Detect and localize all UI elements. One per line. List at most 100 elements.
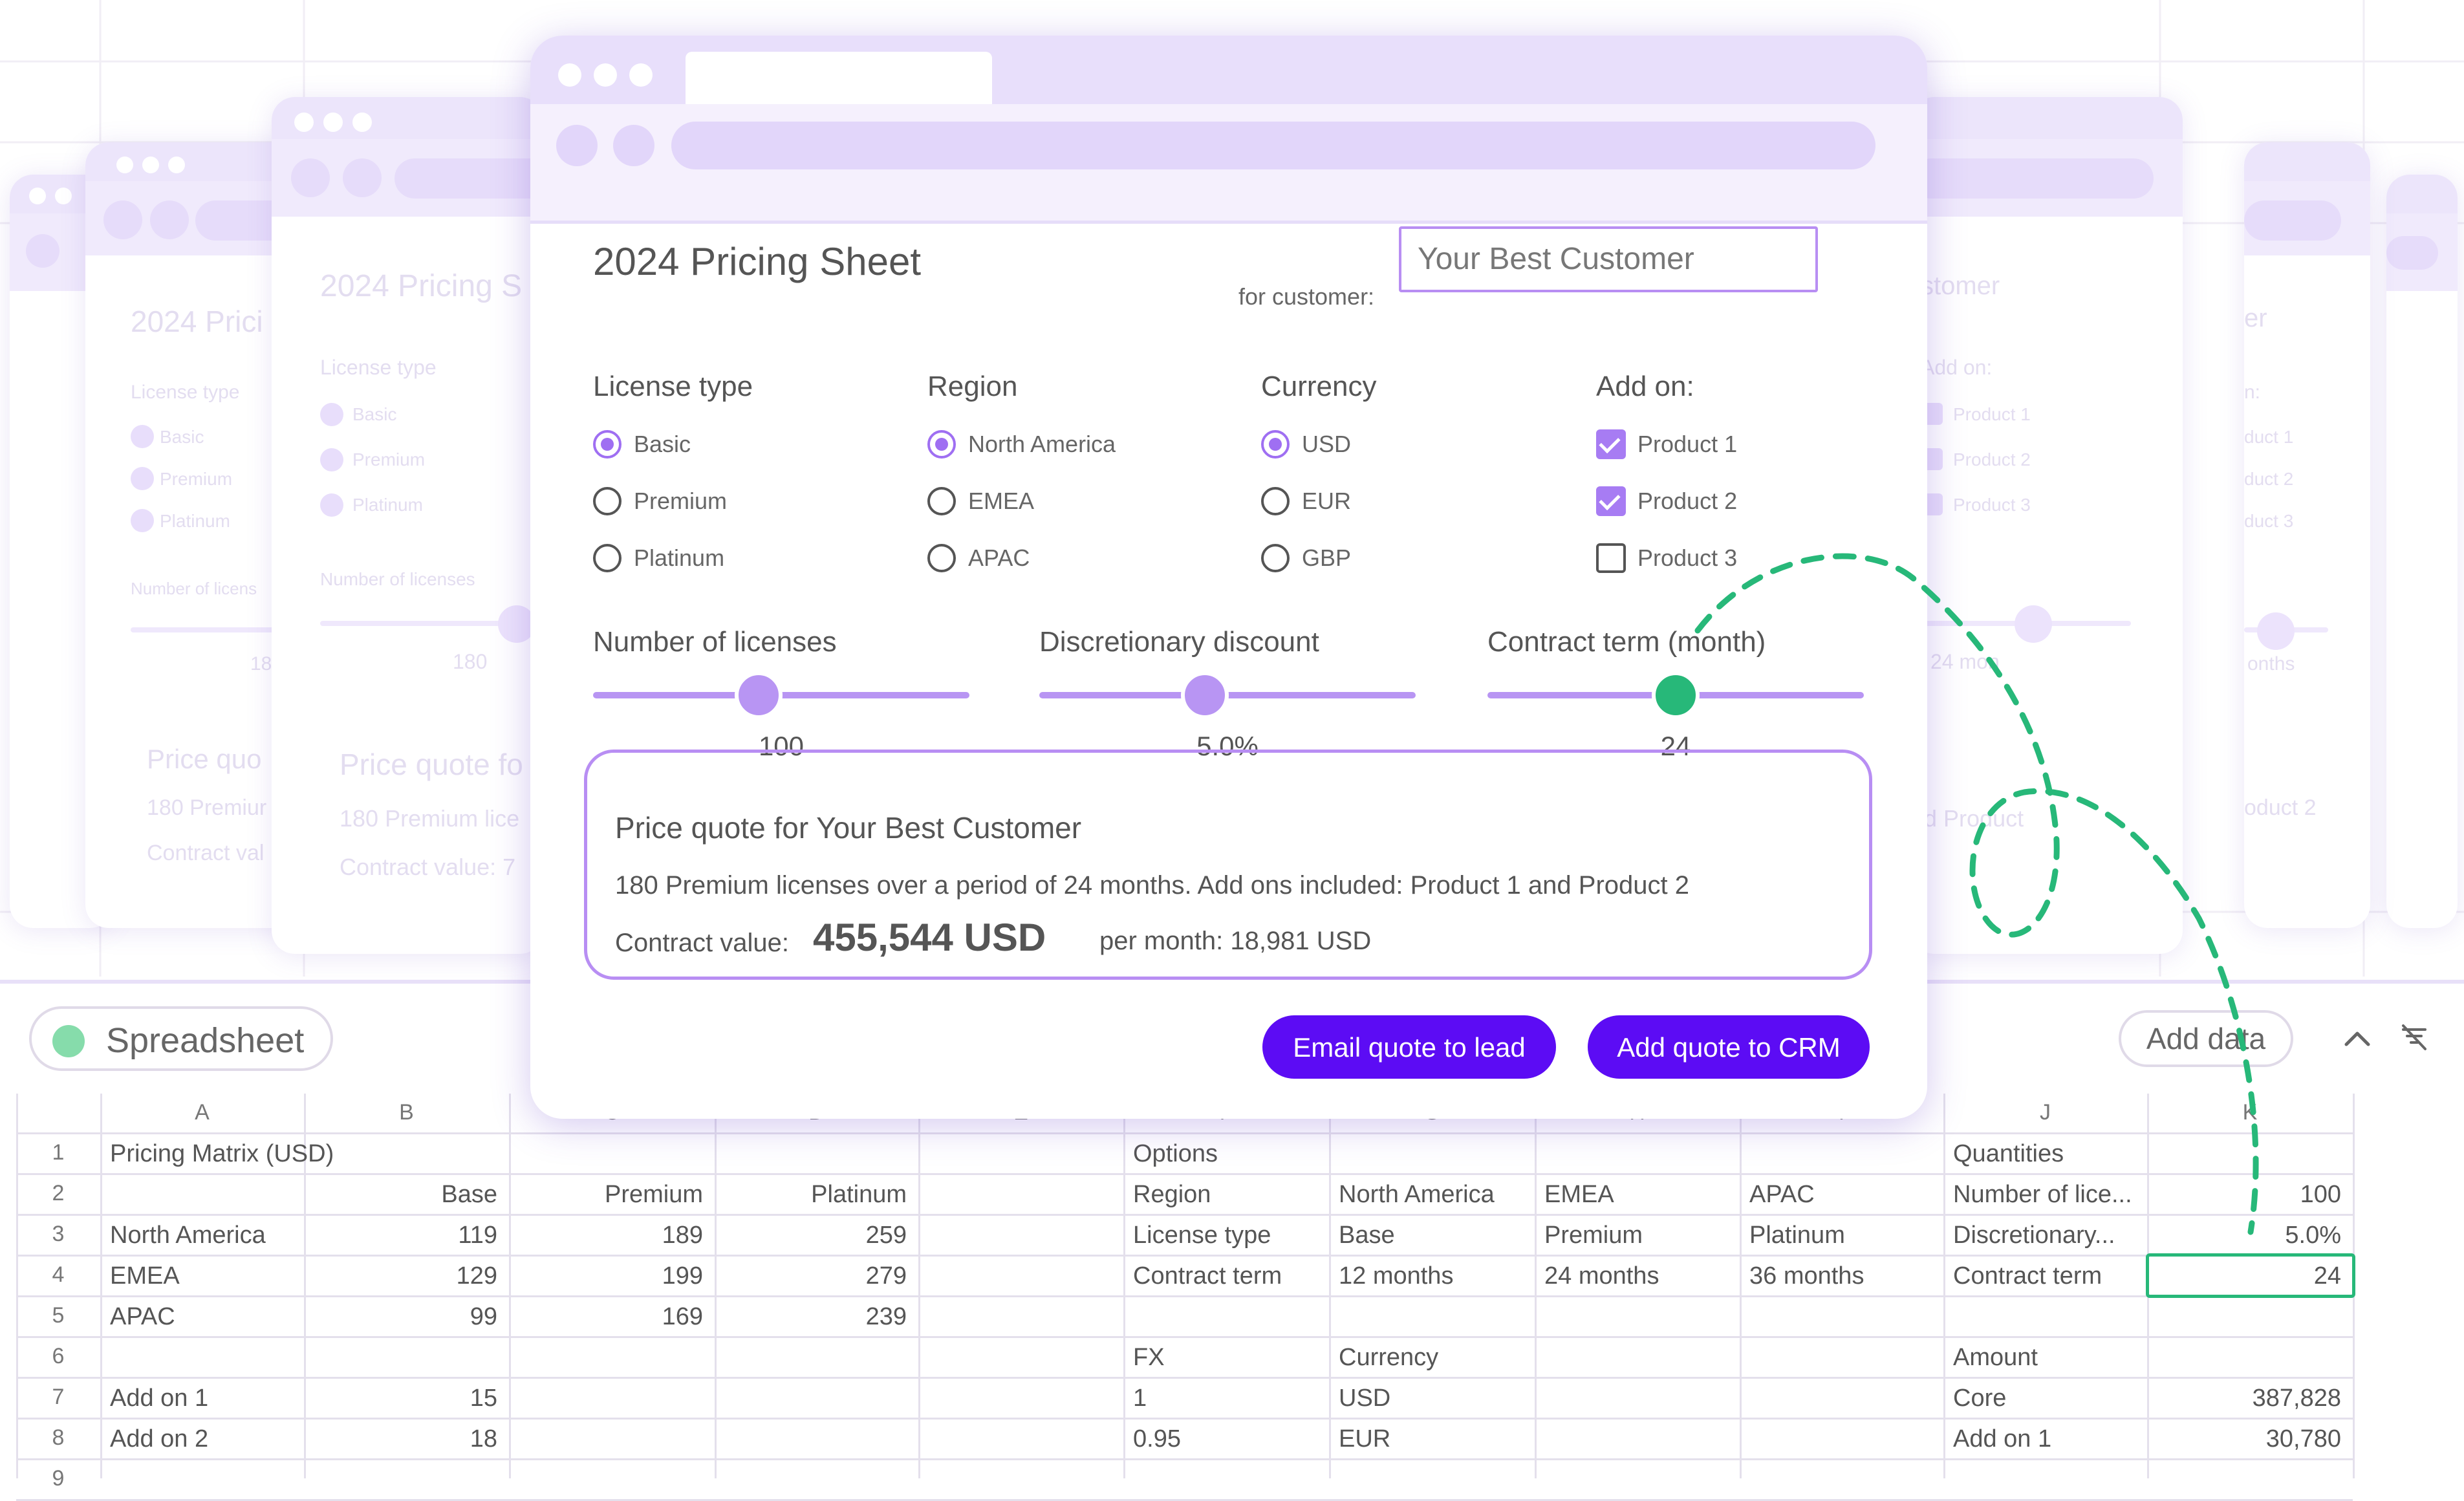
table-cell[interactable]: Pricing Matrix (USD) — [110, 1140, 334, 1167]
table-cell[interactable]: APAC — [1749, 1181, 1815, 1208]
table-cell[interactable]: Options — [1133, 1140, 1218, 1167]
table-cell[interactable]: Add on 1 — [1953, 1425, 2052, 1452]
column-header[interactable]: B — [399, 1100, 414, 1125]
radio-eur[interactable] — [1261, 487, 1290, 515]
radio-platinum[interactable] — [593, 544, 621, 572]
table-cell[interactable]: 129 — [456, 1262, 497, 1290]
filter-off-icon[interactable] — [2398, 1022, 2430, 1054]
table-cell[interactable]: Premium — [1544, 1222, 1643, 1249]
discount-slider-handle[interactable] — [1181, 671, 1229, 719]
table-cell[interactable]: Number of lice... — [1953, 1181, 2132, 1208]
selected-cell-k4[interactable] — [2146, 1253, 2355, 1298]
table-cell[interactable]: 99 — [470, 1303, 497, 1330]
table-cell[interactable]: 30,780 — [2265, 1425, 2341, 1452]
column-header[interactable]: K — [2242, 1100, 2258, 1125]
row-header[interactable]: 1 — [52, 1140, 65, 1165]
table-cell[interactable]: EUR — [1339, 1425, 1391, 1452]
table-cell[interactable]: 189 — [662, 1222, 703, 1249]
column-header[interactable]: A — [195, 1100, 210, 1125]
table-cell[interactable]: 259 — [865, 1222, 907, 1249]
radio-gbp[interactable] — [1261, 544, 1290, 572]
row-header[interactable]: 9 — [52, 1466, 65, 1491]
chevron-up-icon[interactable] — [2341, 1025, 2373, 1051]
table-cell[interactable]: 0.95 — [1133, 1425, 1181, 1452]
pricing-sheet-window: 2024 Pricing Sheet for customer: Your Be… — [530, 36, 1927, 1119]
row-header[interactable]: 6 — [52, 1344, 65, 1368]
row-header[interactable]: 2 — [52, 1181, 65, 1205]
option-premium: Premium — [634, 488, 728, 514]
table-cell[interactable]: Base — [441, 1181, 497, 1208]
table-cell[interactable]: APAC — [110, 1303, 175, 1330]
back-button[interactable] — [556, 125, 598, 166]
bg-contract: Contract value: 7 — [340, 854, 516, 880]
row-header[interactable]: 7 — [52, 1385, 65, 1409]
table-cell[interactable]: Add on 2 — [110, 1425, 209, 1452]
add-quote-crm-button[interactable]: Add quote to CRM — [1588, 1015, 1870, 1079]
row-header[interactable]: 8 — [52, 1425, 65, 1450]
table-cell[interactable]: 279 — [865, 1262, 907, 1290]
table-cell[interactable]: Platinum — [811, 1181, 907, 1208]
table-cell[interactable]: 24 — [2313, 1262, 2341, 1290]
radio-emea[interactable] — [927, 487, 956, 515]
radio-usd[interactable] — [1261, 430, 1290, 459]
radio-basic[interactable] — [593, 430, 621, 459]
table-cell[interactable]: Discretionary... — [1953, 1222, 2115, 1249]
table-cell[interactable]: Premium — [604, 1181, 703, 1208]
table-cell[interactable]: Contract term — [1133, 1262, 1282, 1290]
table-cell[interactable]: Currency — [1339, 1344, 1439, 1371]
table-cell[interactable]: 100 — [2300, 1181, 2341, 1208]
table-cell[interactable]: EMEA — [1544, 1181, 1614, 1208]
table-cell[interactable]: 12 months — [1339, 1262, 1454, 1290]
table-cell[interactable]: FX — [1133, 1344, 1165, 1371]
table-cell[interactable]: Platinum — [1749, 1222, 1845, 1249]
table-cell[interactable]: 1 — [1133, 1385, 1147, 1412]
table-cell[interactable]: Quantities — [1953, 1140, 2064, 1167]
table-cell[interactable]: North America — [110, 1222, 266, 1249]
radio-premium[interactable] — [593, 487, 621, 515]
table-cell[interactable]: 24 months — [1544, 1262, 1659, 1290]
grid-row-line — [16, 1132, 2353, 1134]
grid-row-line — [16, 1214, 2353, 1216]
table-cell[interactable]: USD — [1339, 1385, 1391, 1412]
table-cell[interactable]: 119 — [458, 1222, 497, 1249]
table-cell[interactable]: Contract term — [1953, 1262, 2102, 1290]
browser-tab[interactable] — [686, 52, 992, 104]
spreadsheet-tab[interactable]: Spreadsheet — [29, 1006, 333, 1071]
email-quote-button[interactable]: Email quote to lead — [1262, 1015, 1556, 1079]
column-header[interactable]: J — [2040, 1100, 2051, 1125]
table-cell[interactable]: Region — [1133, 1181, 1211, 1208]
checkbox-product-3[interactable] — [1596, 543, 1626, 573]
forward-button[interactable] — [613, 125, 654, 166]
status-dot-icon — [52, 1025, 85, 1057]
row-header[interactable]: 3 — [52, 1222, 65, 1246]
table-cell[interactable]: 169 — [662, 1303, 703, 1330]
licenses-slider-handle[interactable] — [735, 671, 783, 719]
table-cell[interactable]: 199 — [662, 1262, 703, 1290]
table-cell[interactable]: Base — [1339, 1222, 1395, 1249]
checkbox-product-1[interactable] — [1596, 429, 1626, 459]
address-bar[interactable] — [671, 122, 1875, 169]
add-data-button[interactable]: Add data — [2119, 1010, 2293, 1067]
table-cell[interactable]: 36 months — [1749, 1262, 1864, 1290]
radio-north-america[interactable] — [927, 430, 956, 459]
row-header[interactable]: 4 — [52, 1262, 65, 1287]
row-header[interactable]: 5 — [52, 1303, 65, 1328]
table-cell[interactable]: Add on 1 — [110, 1385, 209, 1412]
radio-apac[interactable] — [927, 544, 956, 572]
term-slider-handle[interactable] — [1652, 671, 1700, 719]
customer-input[interactable]: Your Best Customer — [1399, 226, 1818, 292]
table-cell[interactable]: 5.0% — [2285, 1222, 2341, 1249]
table-cell[interactable]: 18 — [470, 1425, 497, 1452]
table-cell[interactable]: North America — [1339, 1181, 1495, 1208]
table-cell[interactable]: 387,828 — [2252, 1385, 2341, 1412]
table-cell[interactable]: EMEA — [110, 1262, 180, 1290]
table-cell[interactable]: Core — [1953, 1385, 2007, 1412]
table-cell[interactable]: License type — [1133, 1222, 1271, 1249]
background-window-right-mid: er n: duct 1 duct 2 duct 3 onths oduct 2 — [2244, 142, 2370, 928]
table-cell[interactable]: Amount — [1953, 1344, 2038, 1371]
grid-col-line — [16, 1094, 18, 1478]
table-cell[interactable]: 15 — [470, 1385, 497, 1412]
table-cell[interactable]: 239 — [865, 1303, 907, 1330]
checkbox-product-2[interactable] — [1596, 486, 1626, 516]
contract-value: 455,544 USD — [813, 916, 1046, 959]
